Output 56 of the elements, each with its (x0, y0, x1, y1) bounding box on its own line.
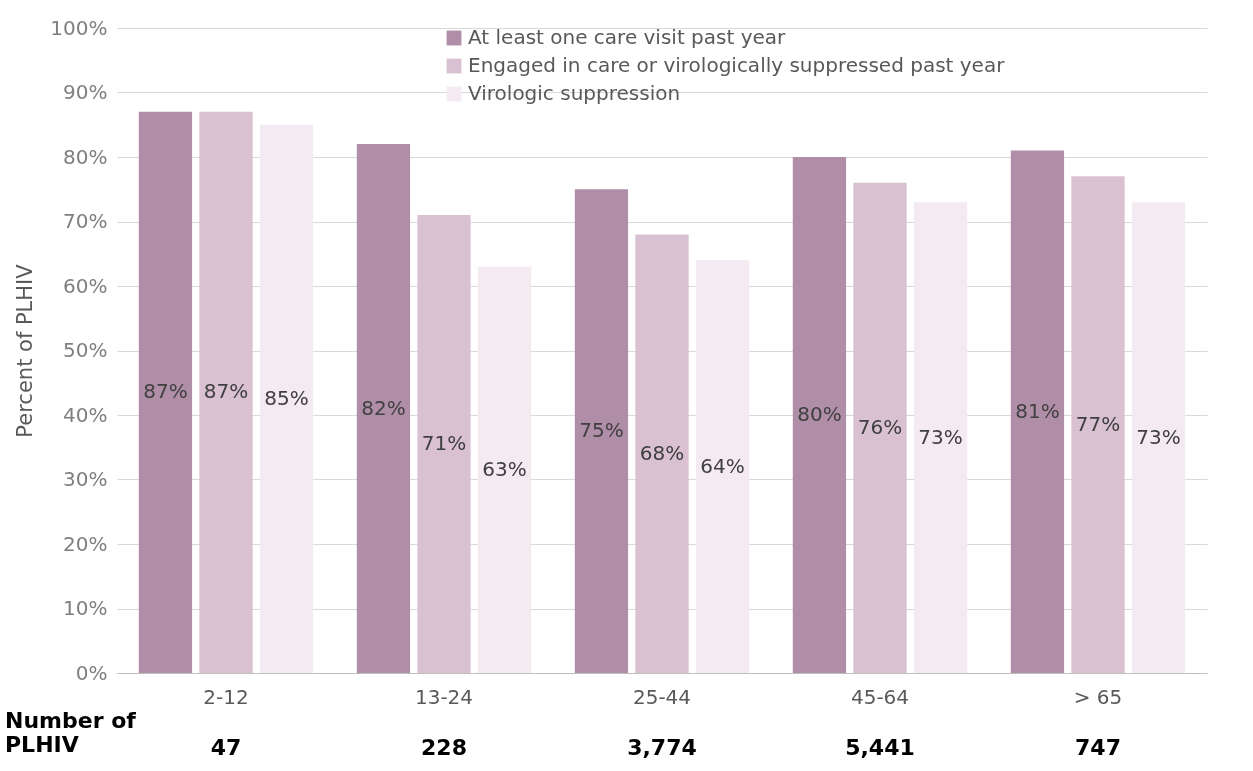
x-tick-label: 25-44 (632, 684, 692, 709)
data-label: 68% (639, 440, 685, 465)
bar (635, 234, 689, 673)
y-tick-label: 90% (63, 80, 108, 104)
data-label: 85% (264, 385, 309, 410)
data-label: 87% (143, 379, 188, 404)
data-label: 80% (797, 402, 842, 426)
data-label: 77% (1075, 411, 1121, 436)
bar (574, 189, 629, 673)
bar (356, 144, 411, 673)
bar (1010, 150, 1065, 673)
x-tick-label: 13-24 (414, 684, 474, 709)
data-label: 81% (1015, 398, 1060, 423)
y-axis-title: Percent of PLHIV (13, 263, 38, 438)
bar (417, 215, 471, 673)
text: Number of PLHIV (5, 708, 137, 757)
data-label: 71% (421, 431, 467, 456)
data-label: 75% (579, 418, 624, 443)
y-tick-label: 40% (63, 402, 108, 427)
y-tick-label: 80% (63, 144, 108, 169)
bar (1131, 202, 1186, 673)
y-tick-label: 30% (63, 467, 108, 491)
data-label: 73% (1136, 424, 1181, 449)
bar (913, 202, 968, 673)
x-tick-label: > 65 (1073, 684, 1123, 709)
bar (477, 266, 532, 673)
data-label: 82% (361, 395, 406, 420)
text: 747 (1075, 735, 1121, 760)
bar (199, 111, 253, 673)
y-tick-label: 100% (50, 15, 108, 40)
legend-label: Virologic suppression (468, 81, 681, 105)
legend-label: Engaged in care or virologically suppressed past year (468, 53, 1006, 77)
bar (259, 124, 314, 673)
text: 3,774 (627, 735, 697, 760)
data-label: 76% (857, 414, 903, 439)
x-tick-label: 45-64 (850, 684, 910, 709)
y-tick-label: 70% (63, 209, 108, 233)
y-tick-label: 20% (63, 531, 108, 556)
y-tick-label: 10% (63, 596, 108, 620)
bar (695, 260, 750, 673)
data-label: 73% (918, 424, 963, 449)
bar (1071, 176, 1125, 673)
bar (138, 111, 193, 673)
y-tick-label: 50% (63, 338, 108, 362)
text: 228 (421, 735, 467, 760)
legend-label: At least one care visit past year (468, 25, 787, 49)
text: 47 (210, 735, 242, 760)
data-label: 87% (203, 379, 249, 404)
x-tick-label: 2-12 (203, 684, 249, 709)
bar (853, 182, 907, 673)
data-label: 64% (700, 453, 745, 478)
bar (792, 157, 847, 673)
text: 5,441 (845, 735, 915, 760)
data-label: 63% (482, 456, 527, 481)
y-tick-label: 0% (75, 660, 108, 685)
y-tick-label: 60% (63, 273, 108, 298)
